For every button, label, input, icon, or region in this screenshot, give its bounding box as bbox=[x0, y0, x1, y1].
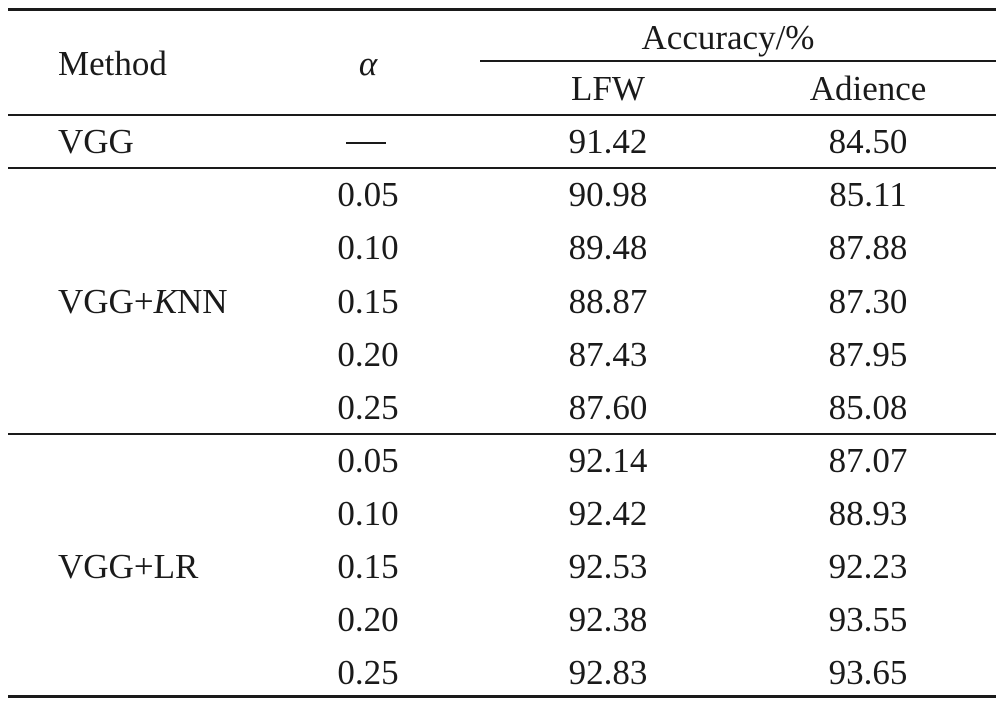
header-lfw: LFW bbox=[571, 69, 645, 108]
table-row-lr-adience: 93.65 bbox=[828, 653, 908, 692]
accuracy-group-rule bbox=[480, 60, 996, 62]
table-row-knn-lfw: 90.98 bbox=[568, 175, 648, 214]
table-row-knn-alpha: 0.25 bbox=[337, 388, 399, 427]
top-rule bbox=[8, 8, 996, 11]
knn-method-italic: K bbox=[153, 282, 177, 321]
results-table: Method α Accuracy/% LFW Adience VGG — 91… bbox=[8, 8, 996, 698]
bottom-rule bbox=[8, 695, 996, 698]
table-row-knn-adience: 87.95 bbox=[828, 335, 908, 374]
table-row-lr-alpha: 0.10 bbox=[337, 494, 399, 533]
table-row-knn-adience: 85.08 bbox=[828, 388, 908, 427]
header-accuracy: Accuracy/% bbox=[641, 18, 815, 57]
table-row-lr-alpha: 0.05 bbox=[337, 441, 399, 480]
table-row-knn-alpha: 0.20 bbox=[337, 335, 399, 374]
table-row-lr-lfw: 92.42 bbox=[568, 494, 648, 533]
baseline-adience: 84.50 bbox=[828, 122, 908, 161]
table-row-knn-lfw: 87.60 bbox=[568, 388, 648, 427]
table-row-lr-lfw: 92.83 bbox=[568, 653, 648, 692]
table-row-knn-lfw: 89.48 bbox=[568, 228, 648, 267]
table-row-knn-adience: 85.11 bbox=[829, 175, 907, 214]
header-alpha: α bbox=[358, 44, 378, 83]
table-row-knn-lfw: 87.43 bbox=[568, 335, 648, 374]
table-row-knn-lfw: 88.87 bbox=[568, 282, 648, 321]
knn-group-bottom-rule bbox=[8, 433, 996, 435]
table-row-lr-adience: 93.55 bbox=[828, 600, 908, 639]
baseline-lfw: 91.42 bbox=[568, 122, 648, 161]
header-adience: Adience bbox=[809, 69, 927, 108]
table-row-lr-lfw: 92.14 bbox=[568, 441, 648, 480]
table-row-lr-alpha: 0.25 bbox=[337, 653, 399, 692]
baseline-alpha-dash bbox=[346, 142, 386, 144]
baseline-bottom-rule bbox=[8, 167, 996, 169]
knn-method-prefix: VGG+ bbox=[58, 282, 154, 321]
table-row-lr-alpha: 0.20 bbox=[337, 600, 399, 639]
knn-method-suffix: NN bbox=[176, 282, 228, 321]
table-row-lr-alpha: 0.15 bbox=[337, 547, 399, 586]
baseline-method: VGG bbox=[58, 122, 134, 161]
header-bottom-rule bbox=[8, 114, 996, 116]
knn-method: VGG+KNN bbox=[58, 282, 338, 322]
table-row-knn-alpha: 0.10 bbox=[337, 228, 399, 267]
table-row-lr-lfw: 92.38 bbox=[568, 600, 648, 639]
table-row-knn-adience: 87.30 bbox=[828, 282, 908, 321]
table-row-lr-adience: 87.07 bbox=[828, 441, 908, 480]
table-row-lr-lfw: 92.53 bbox=[568, 547, 648, 586]
table-row-knn-adience: 87.88 bbox=[828, 228, 908, 267]
table-row-knn-alpha: 0.05 bbox=[337, 175, 399, 214]
table-row-lr-adience: 92.23 bbox=[828, 547, 908, 586]
table-row-lr-adience: 88.93 bbox=[828, 494, 908, 533]
header-method: Method bbox=[58, 44, 167, 83]
table-row-knn-alpha: 0.15 bbox=[337, 282, 399, 321]
lr-method: VGG+LR bbox=[58, 547, 199, 586]
